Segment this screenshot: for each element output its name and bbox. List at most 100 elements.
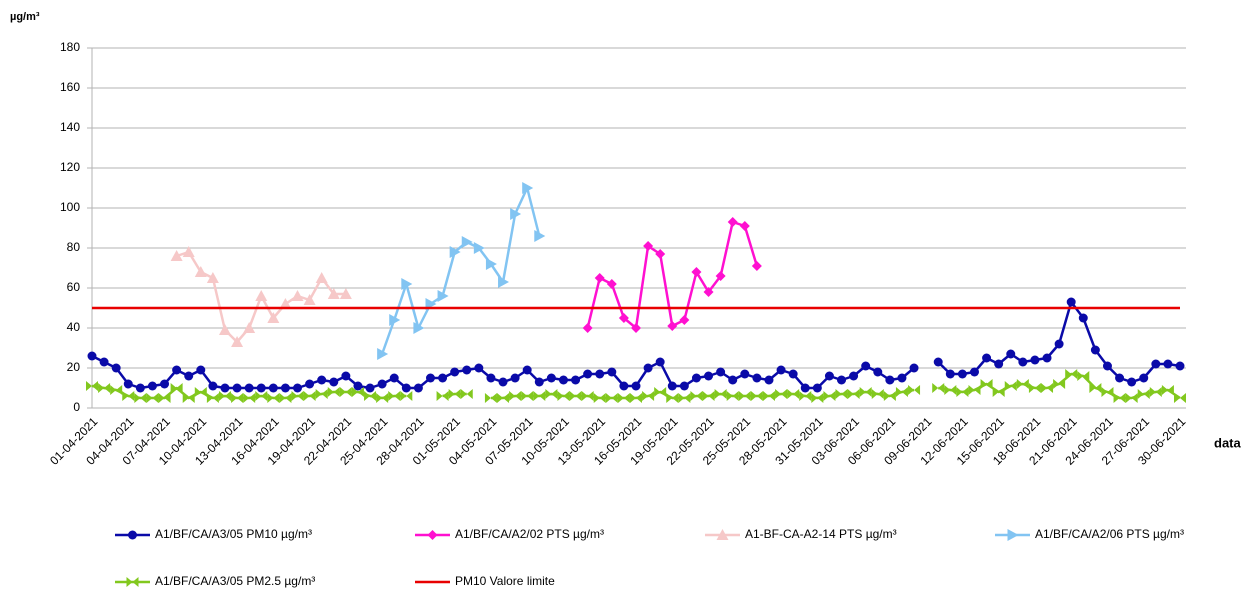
marker: [630, 393, 642, 403]
marker: [194, 387, 207, 397]
marker: [726, 391, 739, 401]
marker: [98, 383, 111, 393]
marker: [510, 373, 520, 383]
marker: [1007, 529, 1019, 541]
marker: [231, 336, 244, 347]
marker: [341, 371, 351, 381]
marker: [498, 276, 510, 288]
marker: [327, 387, 340, 397]
marker: [315, 272, 328, 283]
marker: [110, 385, 123, 395]
marker: [583, 369, 593, 379]
marker: [194, 266, 207, 277]
marker: [823, 391, 836, 401]
marker: [1006, 349, 1016, 359]
marker: [594, 273, 605, 283]
marker: [994, 359, 1004, 369]
marker: [1139, 373, 1149, 383]
marker: [134, 393, 147, 403]
marker: [702, 391, 715, 401]
marker: [1042, 353, 1052, 363]
marker: [1151, 359, 1161, 369]
marker: [86, 381, 98, 391]
y-tick-label: 160: [60, 80, 80, 94]
marker: [353, 381, 363, 391]
y-tick-label: 40: [67, 320, 81, 334]
marker: [1137, 389, 1150, 399]
marker: [643, 241, 654, 251]
marker: [279, 393, 292, 403]
marker: [957, 369, 967, 379]
marker: [160, 379, 170, 389]
marker: [557, 391, 570, 401]
marker: [317, 375, 327, 385]
marker: [400, 391, 413, 401]
marker: [377, 348, 389, 360]
marker: [303, 391, 316, 401]
marker: [497, 393, 510, 403]
marker: [581, 391, 594, 401]
marker: [413, 383, 423, 393]
marker: [667, 381, 677, 391]
marker: [147, 381, 157, 391]
marker: [196, 365, 206, 375]
marker: [521, 391, 534, 401]
marker: [474, 363, 484, 373]
marker: [1175, 361, 1185, 371]
marker: [679, 381, 689, 391]
marker: [678, 393, 691, 403]
marker: [303, 294, 316, 305]
marker: [1161, 385, 1174, 395]
marker: [339, 387, 352, 397]
marker: [704, 371, 714, 381]
marker: [617, 393, 630, 403]
marker: [909, 363, 919, 373]
marker: [642, 391, 655, 401]
marker: [1016, 379, 1029, 389]
marker: [1174, 393, 1186, 403]
marker: [812, 383, 822, 393]
marker: [486, 373, 496, 383]
marker: [128, 530, 137, 540]
marker: [871, 389, 884, 399]
marker: [365, 383, 375, 393]
marker: [666, 393, 679, 403]
marker: [1102, 361, 1112, 371]
marker: [291, 391, 304, 401]
y-tick-label: 180: [60, 40, 80, 54]
marker: [835, 389, 848, 399]
marker: [485, 258, 497, 270]
marker: [1018, 357, 1028, 367]
marker: [667, 321, 678, 331]
marker: [1089, 383, 1102, 393]
legend-label: A1/BF/CA/A2/02 PTS µg/m³: [455, 527, 604, 541]
marker: [351, 387, 364, 397]
marker: [170, 250, 183, 261]
marker: [293, 383, 303, 393]
legend-item: A1-BF-CA-A2-14 PTS µg/m³: [705, 527, 897, 541]
marker: [339, 288, 352, 299]
marker: [473, 242, 485, 254]
marker: [945, 369, 955, 379]
marker: [1078, 313, 1088, 323]
marker: [703, 287, 714, 297]
marker: [448, 389, 461, 399]
marker: [158, 393, 171, 403]
marker: [1125, 393, 1138, 403]
marker: [631, 381, 641, 391]
marker: [897, 373, 907, 383]
marker: [364, 391, 377, 401]
marker: [788, 369, 798, 379]
marker: [607, 367, 617, 377]
marker: [172, 365, 182, 375]
marker: [849, 371, 859, 381]
marker: [800, 383, 810, 393]
marker: [546, 373, 556, 383]
marker: [244, 383, 254, 393]
marker: [762, 391, 775, 401]
marker: [1066, 297, 1076, 307]
marker: [837, 375, 847, 385]
marker: [968, 385, 981, 395]
marker: [450, 367, 460, 377]
marker: [1054, 339, 1064, 349]
